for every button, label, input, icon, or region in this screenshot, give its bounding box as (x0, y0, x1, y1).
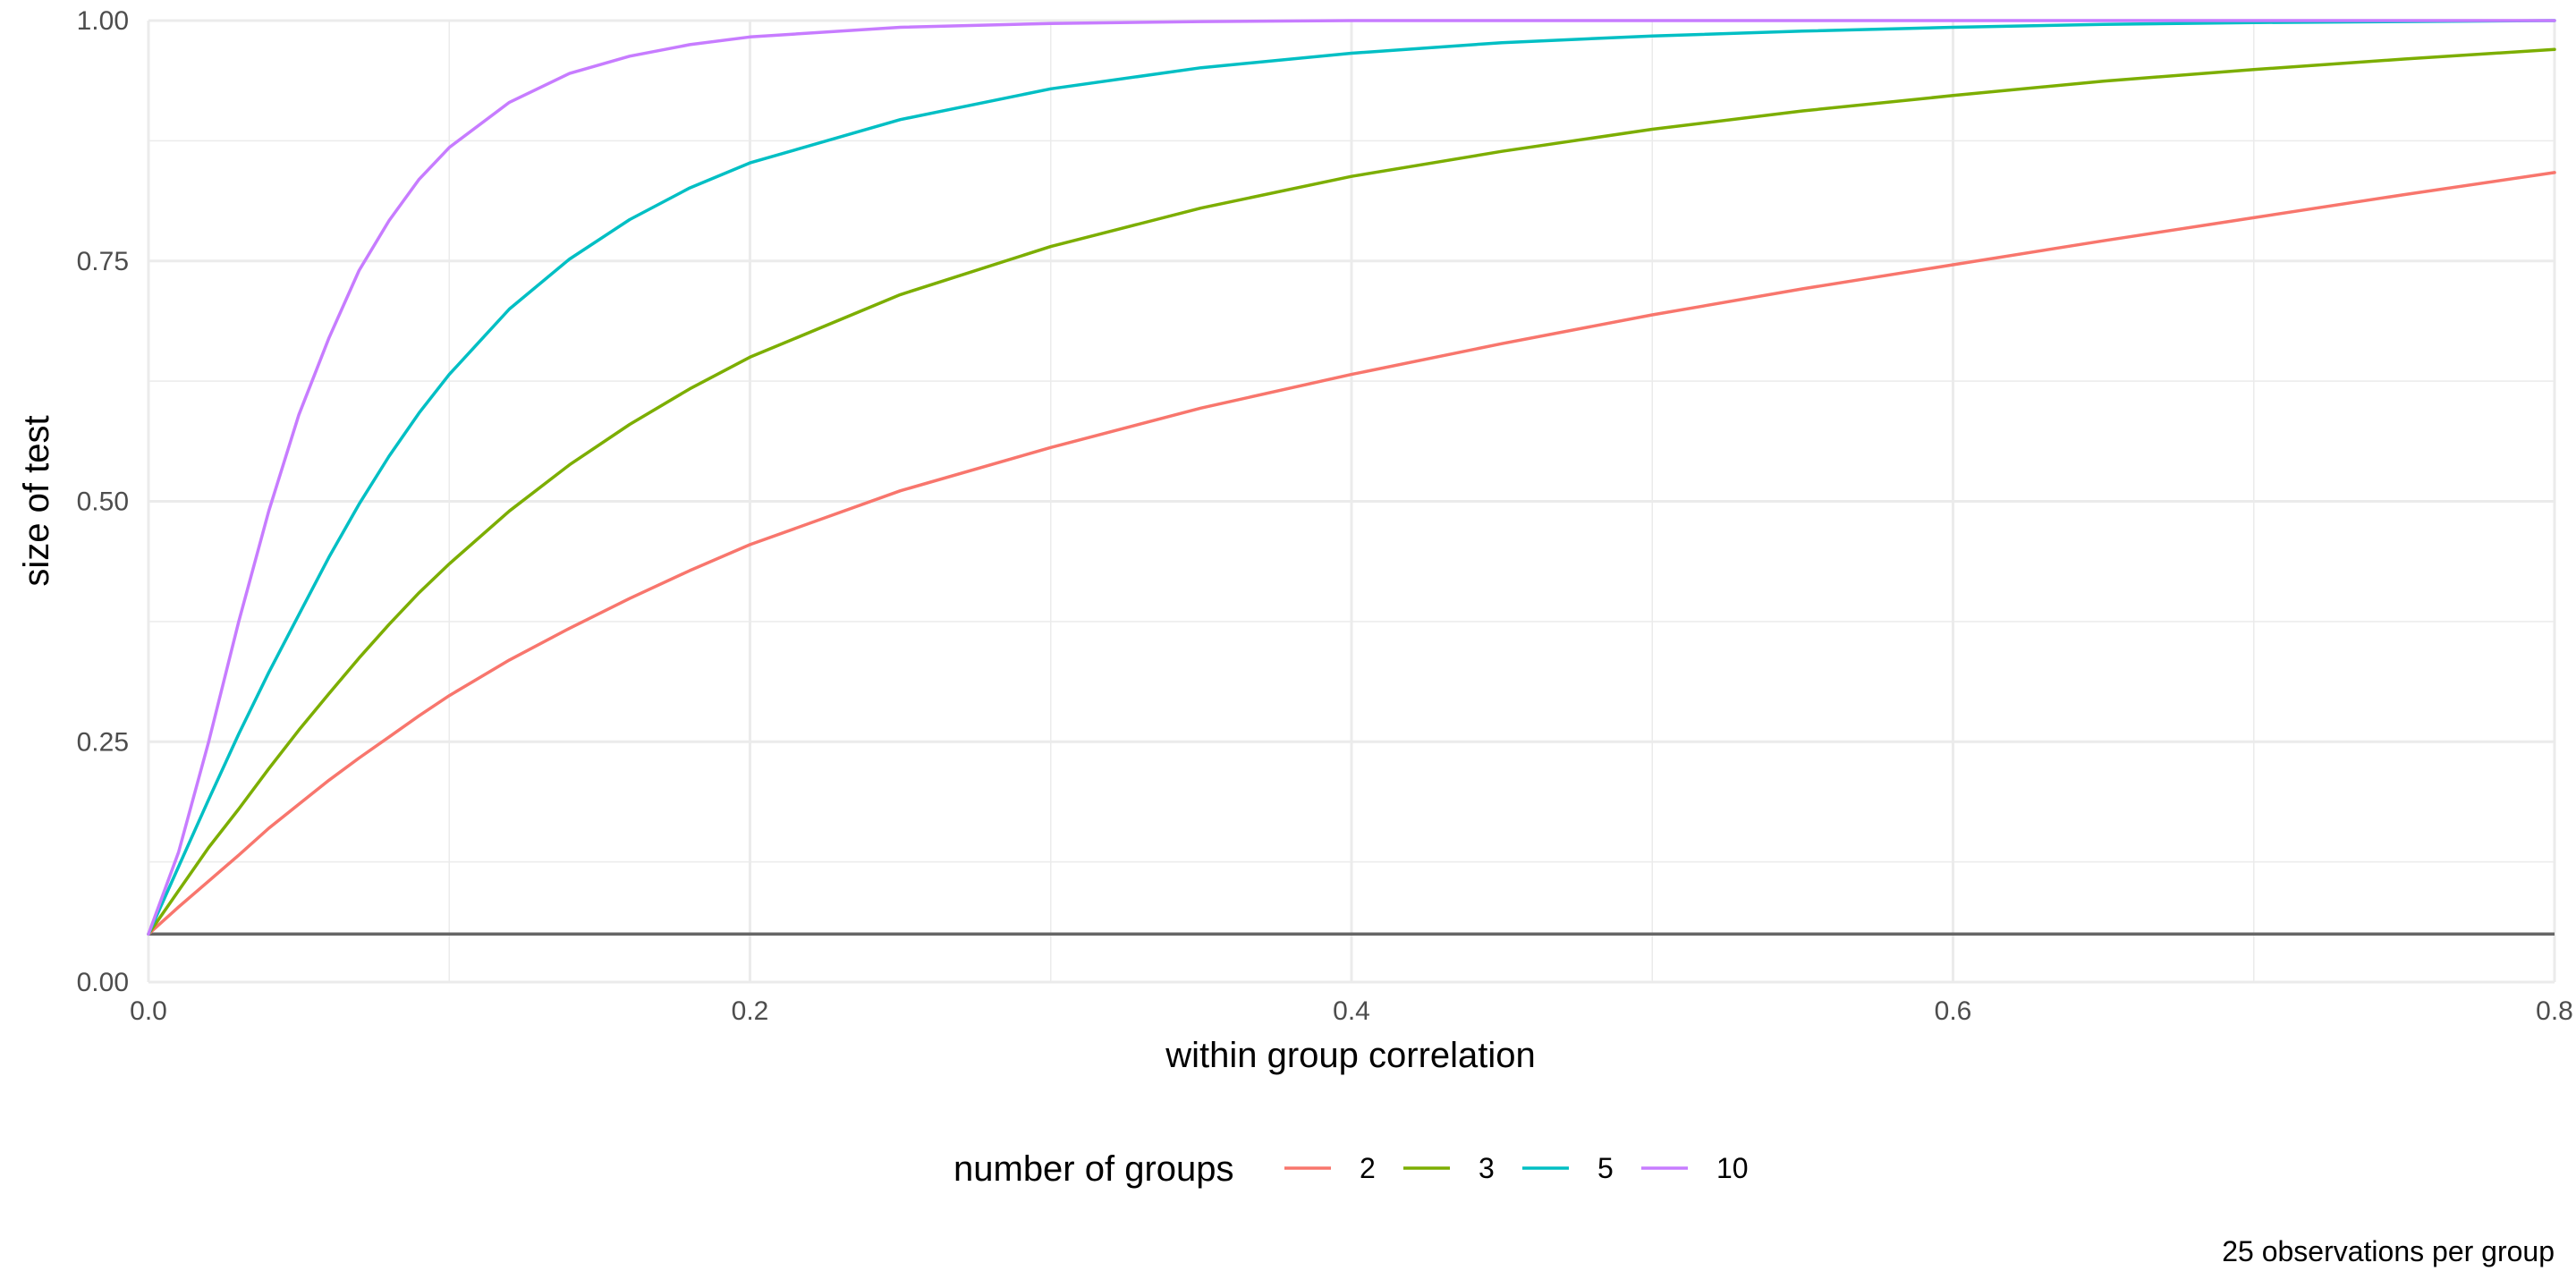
legend-label-2: 2 (1360, 1152, 1376, 1184)
y-tick-label: 0.75 (77, 247, 129, 276)
x-tick-label: 0.2 (732, 996, 769, 1026)
legend-label-10: 10 (1716, 1152, 1749, 1184)
x-tick-label: 0.0 (130, 996, 167, 1026)
y-tick-label: 0.50 (77, 487, 129, 517)
series-line-2 (147, 171, 2556, 936)
legend-title: number of groups (953, 1149, 1234, 1189)
y-tick-label: 1.00 (77, 6, 129, 36)
y-axis-ticks: 0.00 0.25 0.50 0.75 1.00 (77, 6, 129, 997)
x-axis-ticks: 0.0 0.2 0.4 0.6 0.8 (130, 996, 2573, 1026)
series-layer (147, 19, 2556, 936)
legend-label-3: 3 (1479, 1152, 1495, 1184)
x-axis-title: within group correlation (1165, 1036, 1536, 1075)
legend-label-5: 5 (1597, 1152, 1614, 1184)
x-tick-label: 0.8 (2536, 996, 2573, 1026)
y-tick-label: 0.00 (77, 968, 129, 997)
legend: number of groups 2 3 5 10 (953, 1149, 1749, 1189)
x-tick-label: 0.6 (1935, 996, 1972, 1026)
series-line-10 (147, 19, 2556, 936)
legend-keys: 2 3 5 10 (1284, 1152, 1749, 1184)
series-line-5 (147, 19, 2556, 936)
series-line-3 (147, 47, 2556, 936)
y-tick-label: 0.25 (77, 727, 129, 757)
x-tick-label: 0.4 (1333, 996, 1370, 1026)
caption: 25 observations per group (2222, 1235, 2555, 1267)
y-axis-title: size of test (17, 415, 56, 586)
